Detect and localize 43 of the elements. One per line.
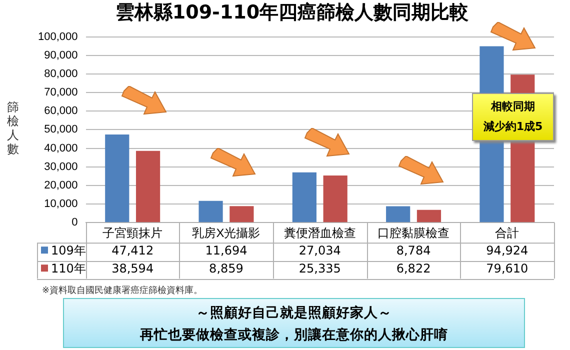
y-tick-label: 90,000 — [44, 49, 78, 62]
y-tick-label: 100,000 — [38, 30, 78, 43]
data-label: 8,859 — [209, 262, 244, 276]
data-label: 11,694 — [205, 244, 248, 258]
x-tick-label: 合計 — [495, 226, 520, 240]
bar — [230, 206, 254, 222]
data-label: 94,924 — [486, 244, 528, 258]
annotation: 減少約1成5 — [483, 119, 543, 135]
bar — [136, 150, 160, 222]
annotation: 相較同期 — [491, 99, 535, 115]
y-tick-label: 80,000 — [44, 68, 78, 80]
data-label: 6,822 — [396, 262, 431, 276]
bar — [198, 200, 223, 222]
x-tick-label: 子宮頸抹片 — [102, 226, 163, 240]
data-label: 38,594 — [112, 262, 154, 276]
x-tick-label: 糞便潛血檢查 — [284, 226, 356, 240]
data-label: 79,610 — [486, 262, 528, 276]
bar — [323, 176, 348, 222]
x-tick-label: 口腔黏膜檢查 — [378, 226, 450, 240]
y-tick-label: 0 — [72, 216, 78, 229]
y-tick-label: 70,000 — [44, 86, 78, 99]
y-tick-label: 30,000 — [44, 160, 78, 173]
text: ※資料取自國民健康署癌症篩檢資料庫。 — [42, 284, 203, 297]
legend-label: 110年 — [51, 262, 86, 276]
data-label: 47,412 — [112, 244, 154, 258]
y-tick-label: 60,000 — [44, 105, 78, 118]
bar — [292, 172, 316, 222]
x-tick-label: 乳房X光攝影 — [192, 226, 260, 240]
bar — [105, 134, 130, 222]
y-tick-label: 20,000 — [44, 179, 78, 192]
chart-title: 雲林縣109-110年四癌篩檢人數同期比較 — [115, 1, 470, 24]
text: 再忙也要做檢查或複診，別讓在意你的人揪心肝唷 — [139, 326, 449, 345]
data-label: 25,335 — [298, 262, 341, 276]
bar — [386, 206, 410, 222]
legend-label: 109年 — [51, 244, 86, 258]
y-tick-label: 50,000 — [44, 124, 78, 136]
y-axis-title: 篩檢人數 — [6, 100, 20, 156]
y-tick-label: 10,000 — [44, 198, 78, 210]
data-label: 8,784 — [396, 244, 431, 258]
bar — [416, 210, 442, 222]
text: ～照顧好自己就是照顧好家人～ — [195, 304, 393, 323]
data-label: 27,034 — [298, 244, 341, 258]
y-tick-label: 40,000 — [44, 142, 78, 154]
